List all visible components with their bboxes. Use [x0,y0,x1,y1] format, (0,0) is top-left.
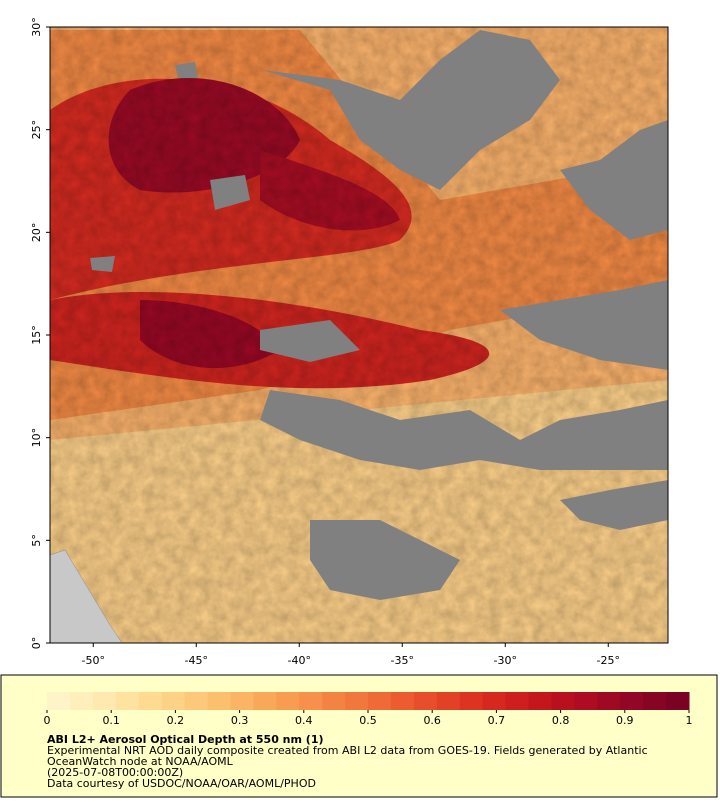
colorbar-swatch [505,692,529,710]
colorbar-swatch [643,692,667,710]
colorbar-tick-label: 0 [44,714,51,727]
colorbar-tick-label: 0.9 [616,714,634,727]
colorbar-swatch [92,692,117,710]
colorbar-tick-label: 0.1 [102,714,120,727]
colorbar-swatch [161,692,186,710]
colorbar-swatch [597,692,621,710]
colorbar-swatch [436,692,461,710]
colorbar-swatch [345,692,369,710]
lon-tick-label: -25° [597,654,620,667]
colorbar-swatch [551,692,575,710]
colorbar-tick-label: 1 [686,714,693,727]
lat-tick-label: 30° [30,17,43,37]
colorbar-swatch [413,692,438,710]
lat-tick-label: 10° [30,428,43,448]
land [50,549,123,643]
colorbar-swatch [620,692,644,710]
lon-axis: -50° -45° -40° -35° -30° -25° [82,643,620,667]
caption-line: OceanWatch node at NOAA/AOML [47,755,234,768]
colorbar-swatch [47,692,71,710]
colorbar-swatch [482,692,507,710]
lat-axis: 0° 5° 10° 15° 20° 25° 30° [30,17,50,649]
lat-tick-label: 5° [30,534,43,547]
colorbar-swatch [184,692,208,710]
map-image [50,27,668,643]
caption-line: Experimental NRT AOD daily composite cre… [47,744,648,757]
lon-tick-label: -45° [185,654,208,667]
clouds [90,30,668,600]
colorbar-tick-label: 0.8 [552,714,570,727]
caption-line: Data courtesy of USDOC/NOAA/OAR/AOML/PHO… [47,777,316,790]
colorbar-tick-label: 0.6 [423,714,441,727]
colorbar-tick-label: 0.2 [167,714,185,727]
lon-tick-label: -35° [391,654,414,667]
colorbar-tick-label: 0.5 [359,714,377,727]
lat-tick-label: 0° [30,637,43,650]
colorbar-swatch [276,692,300,710]
colorbar-tick-label: 0.7 [488,714,506,727]
caption-line: (2025-07-08T00:00:00Z) [47,766,183,779]
colorbar-tick-label: 0.3 [231,714,249,727]
colorbar-swatch [138,692,163,710]
colorbar-swatch [253,692,277,710]
colorbar-swatch [115,692,140,710]
colorbar-tick-label: 0.4 [295,714,313,727]
lat-tick-label: 20° [30,223,43,243]
colorbar-swatch [459,692,484,710]
colorbar-swatch [299,692,323,710]
colorbar-swatch [666,692,690,710]
colorbar-swatch [528,692,552,710]
colorbar-swatch [230,692,254,710]
colorbar: 0 0.1 0.2 0.3 0.4 0.5 0.6 0.7 0.8 0.9 1 [44,692,693,727]
colorbar-swatch [207,692,231,710]
lon-tick-label: -50° [82,654,105,667]
caption-title: ABI L2+ Aerosol Optical Depth at 550 nm … [47,733,324,746]
lat-tick-label: 15° [30,325,43,345]
lon-tick-label: -30° [494,654,517,667]
lat-tick-label: 25° [30,120,43,140]
colorbar-swatch [69,692,94,710]
colorbar-swatch [574,692,598,710]
lon-tick-label: -40° [288,654,311,667]
colorbar-swatch [368,692,392,710]
colorbar-swatch [390,692,415,710]
colorbar-swatch [322,692,346,710]
